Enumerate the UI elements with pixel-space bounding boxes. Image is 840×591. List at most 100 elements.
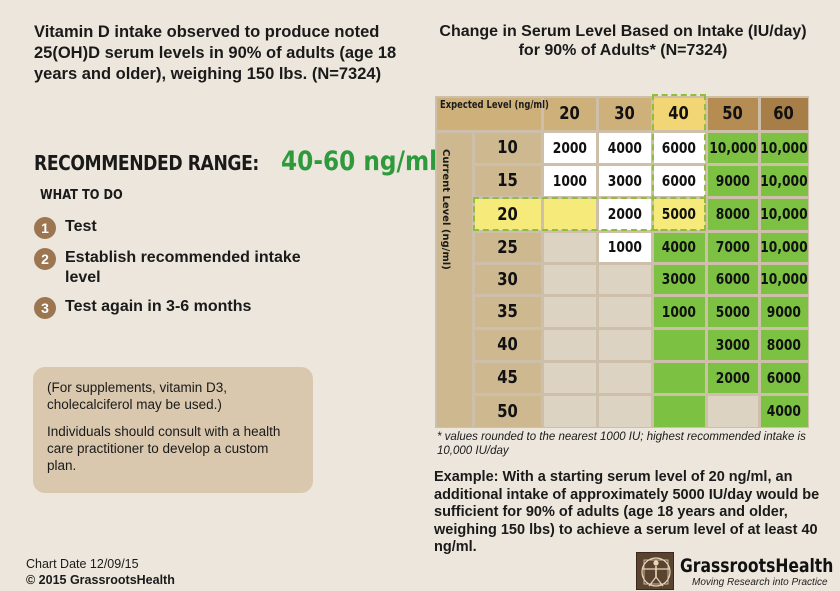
table-cell (598, 329, 651, 360)
recommended-range: RECOMMENDED RANGE: 40-60 ng/ml (34, 146, 463, 177)
vitruvian-logo-icon (636, 552, 674, 590)
current-level-header: 45 (474, 362, 541, 393)
table-cell (707, 395, 758, 427)
table-cell: 8000 (707, 198, 758, 230)
step-number-badge: 1 (34, 217, 56, 239)
table-cell: 10,000 (760, 232, 808, 262)
step-item: 2 Establish recommended intake level (34, 248, 324, 288)
current-level-header: 10 (474, 132, 541, 163)
table-cell-text: 4000 (766, 402, 802, 420)
expected-level-header-text: 40 (668, 103, 690, 124)
table-cell: 10,000 (707, 132, 758, 163)
expected-level-header: 50 (707, 97, 758, 130)
table-cell-text: 10,000 (760, 270, 808, 288)
table-cell: 7000 (707, 232, 758, 262)
step-item: 3 Test again in 3-6 months (34, 297, 324, 319)
recommended-range-value: 40-60 ng/ml (281, 146, 438, 177)
table-cell (653, 362, 705, 393)
table-cell-text: 9000 (766, 302, 802, 321)
current-level-header: 20 (474, 198, 541, 230)
table-cell: 9000 (707, 165, 758, 196)
table-cell-text: 1000 (607, 238, 642, 256)
expected-level-header: 20 (543, 97, 596, 130)
consult-note: Individuals should consult with a health… (47, 424, 281, 473)
table-cell: 2000 (598, 198, 651, 230)
table-cell: 6000 (707, 264, 758, 294)
current-level-header-text: 20 (497, 203, 518, 225)
supplement-note-box: (For supplements, vitamin D3, cholecalci… (33, 367, 313, 493)
table-cell: 4000 (760, 395, 808, 427)
table-cell (653, 395, 705, 427)
chart-date: Chart Date 12/09/15 (26, 557, 139, 571)
table-cell: 3000 (653, 264, 705, 294)
table-cell: 2000 (707, 362, 758, 393)
table-cell-text: 10,000 (760, 238, 808, 256)
logo-name: GrassrootsHealth (680, 555, 834, 577)
expected-level-header: 40 (653, 97, 705, 130)
table-cell-text: 2000 (607, 205, 642, 223)
table-cell-text: 7000 (715, 238, 750, 256)
table-cell (543, 395, 596, 427)
grassrootshealth-logo: GrassrootsHealth Moving Research into Pr… (636, 552, 836, 590)
table-corner-expected (436, 97, 541, 130)
current-level-header: 25 (474, 232, 541, 262)
table-cell-text: 9000 (715, 171, 750, 190)
current-level-header-text: 10 (497, 137, 518, 158)
table-cell-text: 1000 (661, 302, 697, 321)
current-level-header-text: 45 (497, 367, 518, 388)
table-cell: 9000 (760, 296, 808, 327)
current-level-header: 40 (474, 329, 541, 360)
table-cell-text: 3000 (715, 335, 750, 354)
current-level-header: 30 (474, 264, 541, 294)
table-cell-text: 10,000 (708, 138, 757, 157)
what-to-do-heading: WHAT TO DO (40, 188, 123, 203)
table-cell (543, 264, 596, 294)
table-cell-text: 6000 (766, 368, 802, 387)
current-level-header-text: 30 (497, 268, 518, 290)
table-cell: 6000 (653, 165, 705, 196)
table-cell (543, 362, 596, 393)
table-cell (598, 296, 651, 327)
current-level-header: 15 (474, 165, 541, 196)
table-cell: 5000 (707, 296, 758, 327)
table-cell-text: 6000 (661, 138, 697, 157)
current-level-header: 35 (474, 296, 541, 327)
current-level-label-wrap: Current Level (ng/ml) (432, 145, 460, 270)
table-cell: 8000 (760, 329, 808, 360)
table-cell: 1000 (598, 232, 651, 262)
table-cell: 10,000 (760, 132, 808, 163)
table-cell: 3000 (598, 165, 651, 196)
table-cell-text: 4000 (661, 238, 697, 256)
expected-level-header: 60 (760, 97, 808, 130)
table-cell: 10,000 (760, 264, 808, 294)
current-level-header-text: 35 (497, 301, 518, 322)
copyright: © 2015 GrassrootsHealth (26, 573, 175, 587)
intro-text: Vitamin D intake observed to produce not… (34, 23, 397, 83)
intake-table: 20 30 40 50 60 10 2000 4000 6000 10,000 10,000 15 10… (435, 94, 809, 428)
table-cell: 10,000 (760, 165, 808, 196)
table-cell: 2000 (543, 132, 596, 163)
current-level-header-text: 40 (497, 334, 518, 355)
table-cell: 1000 (543, 165, 596, 196)
table-cell: 6000 (653, 132, 705, 163)
expected-level-header: 30 (598, 97, 651, 130)
recommended-range-label: RECOMMENDED RANGE: (34, 151, 259, 175)
table-cell (598, 264, 651, 294)
table-cell-text: 4000 (607, 138, 642, 157)
table-cell: 1000 (653, 296, 705, 327)
table-corner-current (436, 132, 472, 427)
table-footnote: * values rounded to the nearest 1000 IU;… (437, 431, 806, 457)
current-level-header-text: 15 (497, 170, 518, 191)
table-cell-text: 1000 (552, 171, 587, 190)
table-cell-text: 2000 (715, 368, 750, 387)
table-cell: 4000 (653, 232, 705, 262)
table-cell-text: 5000 (661, 205, 697, 223)
table-cell-text: 8000 (766, 335, 802, 354)
logo-tagline: Moving Research into Practice (692, 577, 828, 588)
table-cell-text: 10,000 (760, 171, 808, 190)
table-cell-text: 6000 (715, 270, 750, 288)
expected-level-header-text: 60 (773, 103, 795, 124)
table-cell: 10,000 (760, 198, 808, 230)
table-cell-text: 6000 (661, 171, 697, 190)
